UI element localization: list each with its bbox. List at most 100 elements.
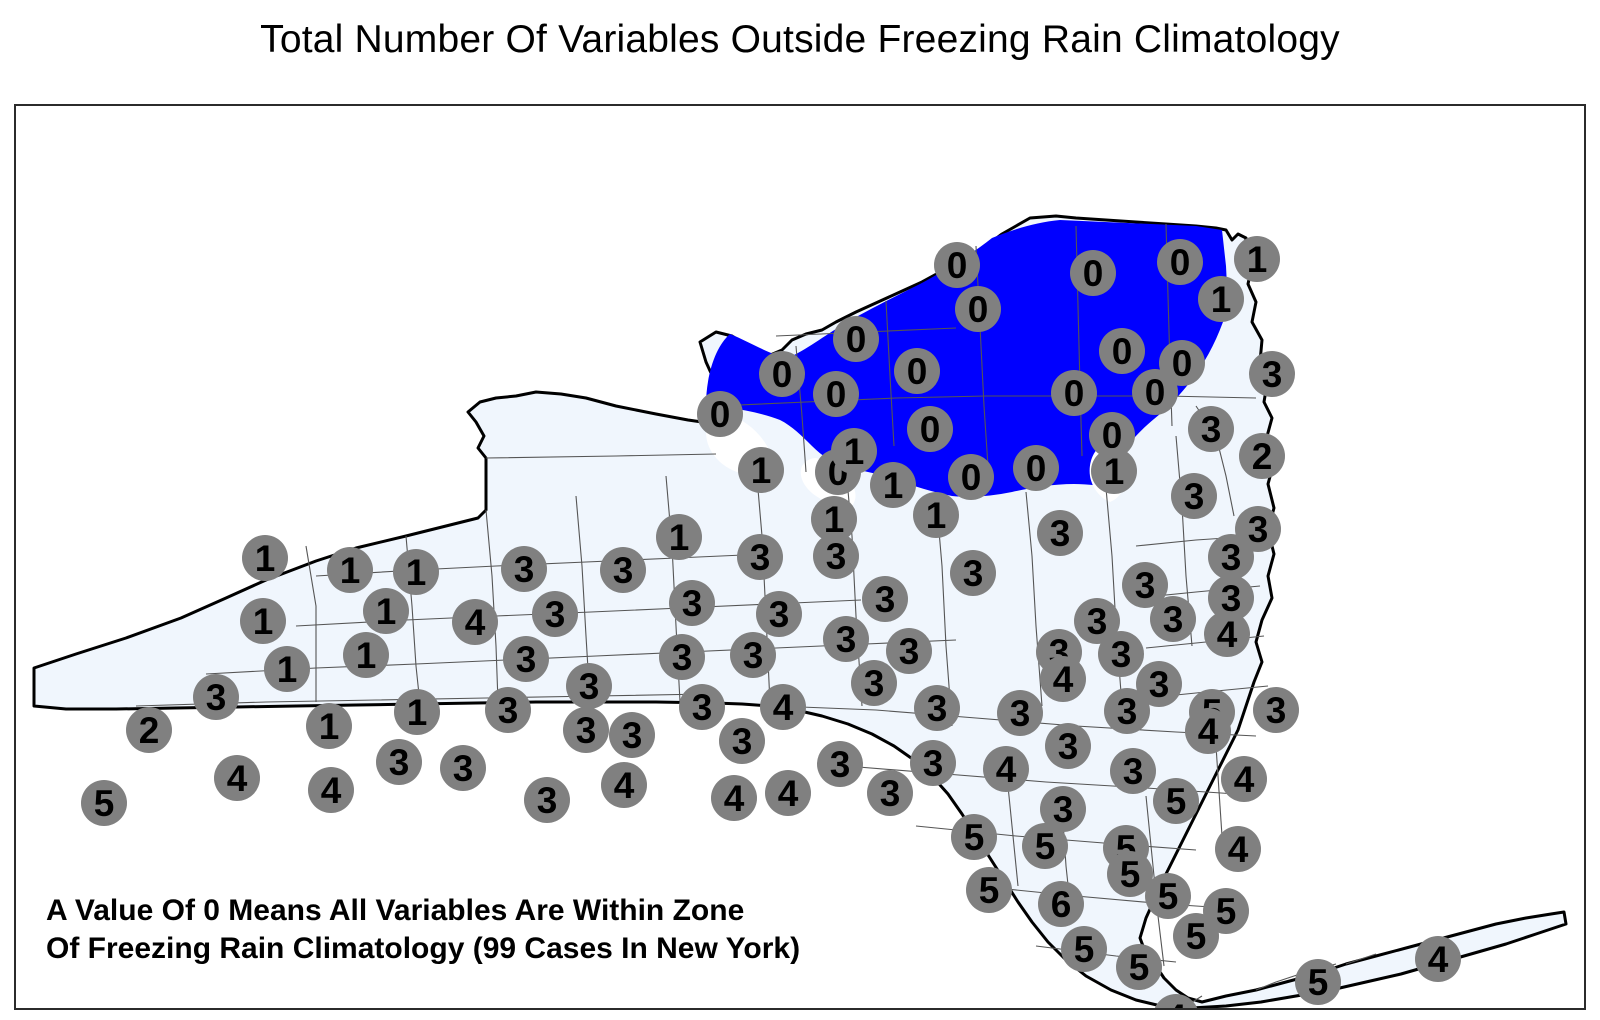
station-value-marker: 3: [719, 718, 765, 764]
station-value-marker: 1: [394, 689, 440, 735]
station-value-marker: 5: [951, 814, 997, 860]
station-value-marker: 0: [1051, 370, 1097, 416]
station-value-marker: 4: [1185, 708, 1231, 754]
station-value-marker: 3: [997, 690, 1043, 736]
station-value-marker: 4: [214, 755, 260, 801]
station-value-marker: 6: [1038, 881, 1084, 927]
station-value-marker: 0: [1099, 328, 1145, 374]
station-value-marker: 3: [485, 687, 531, 733]
station-value-marker: 3: [914, 685, 960, 731]
station-value-marker: 4: [308, 767, 354, 813]
station-value-marker: 3: [1037, 510, 1083, 556]
station-value-marker: 3: [503, 636, 549, 682]
station-value-marker: 0: [1089, 412, 1135, 458]
station-value-marker: 3: [1171, 473, 1217, 519]
station-value-marker: 3: [823, 616, 869, 662]
station-value-marker: 3: [440, 745, 486, 791]
station-value-marker: 3: [563, 707, 609, 753]
station-value-marker: 4: [983, 746, 1029, 792]
note-line-1: A Value Of 0 Means All Variables Are Wit…: [46, 894, 745, 927]
station-value-marker: 3: [867, 770, 913, 816]
station-value-marker: 3: [669, 580, 715, 626]
station-value-marker: 3: [1045, 723, 1091, 769]
station-value-marker: 5: [1203, 888, 1249, 934]
station-value-marker: 0: [813, 371, 859, 417]
station-value-marker: 3: [1253, 687, 1299, 733]
station-value-marker: 3: [1122, 562, 1168, 608]
station-value-marker: 3: [1150, 596, 1196, 642]
station-value-marker: 1: [1091, 448, 1137, 494]
station-value-marker: 1: [831, 428, 877, 474]
station-value-marker: 5: [1295, 959, 1341, 1005]
station-value-marker: 0: [833, 316, 879, 362]
station-value-marker: 3: [737, 534, 783, 580]
station-value-marker: 0: [948, 454, 994, 500]
station-value-marker: 5: [1022, 823, 1068, 869]
station-value-marker: 4: [1153, 994, 1199, 1008]
station-value-marker: 3: [600, 547, 646, 593]
station-value-marker: 4: [452, 599, 498, 645]
station-value-marker: 3: [609, 712, 655, 758]
station-value-marker: 3: [950, 550, 996, 596]
station-value-marker: 0: [1070, 250, 1116, 296]
station-value-marker: 4: [1040, 656, 1086, 702]
station-value-marker: 0: [697, 391, 743, 437]
station-value-marker: 0: [955, 286, 1001, 332]
station-value-marker: 4: [760, 684, 806, 730]
station-value-marker: 3: [862, 576, 908, 622]
station-value-marker: 3: [1208, 534, 1254, 580]
station-value-marker: 5: [1061, 926, 1107, 972]
station-value-marker: 1: [656, 514, 702, 560]
station-value-marker: 3: [1104, 688, 1150, 734]
station-value-marker: 3: [1188, 406, 1234, 452]
station-value-marker: 1: [913, 492, 959, 538]
station-value-marker: 1: [363, 588, 409, 634]
station-value-marker: 1: [240, 598, 286, 644]
station-value-marker: 3: [193, 674, 239, 720]
station-value-marker: 3: [730, 632, 776, 678]
station-value-marker: 1: [738, 447, 784, 493]
station-value-marker: 3: [756, 591, 802, 637]
station-value-marker: 3: [501, 546, 547, 592]
station-value-marker: 0: [759, 351, 805, 397]
station-value-marker: 2: [1239, 433, 1285, 479]
station-value-marker: 2: [126, 707, 172, 753]
station-value-marker: 3: [532, 591, 578, 637]
station-value-marker: 4: [765, 770, 811, 816]
station-value-marker: 4: [601, 762, 647, 808]
station-value-marker: 1: [343, 632, 389, 678]
map-panel: A Value Of 0 Means All Variables Are Wit…: [14, 104, 1586, 1010]
station-value-marker: 4: [1221, 756, 1267, 802]
station-value-marker: 1: [870, 462, 916, 508]
page-title: Total Number Of Variables Outside Freezi…: [260, 18, 1340, 61]
station-value-marker: 3: [910, 740, 956, 786]
station-value-marker: 3: [817, 741, 863, 787]
station-value-marker: 1: [306, 703, 352, 749]
station-value-marker: 1: [264, 646, 310, 692]
station-value-marker: 3: [659, 634, 705, 680]
station-value-marker: 1: [1234, 236, 1280, 282]
station-value-marker: 5: [81, 780, 127, 826]
station-value-marker: 5: [966, 867, 1012, 913]
station-value-marker: 0: [1013, 445, 1059, 491]
station-value-marker: 3: [886, 628, 932, 674]
station-value-marker: 3: [1098, 631, 1144, 677]
station-value-marker: 3: [679, 684, 725, 730]
station-value-marker: 3: [851, 660, 897, 706]
station-value-marker: 4: [1204, 611, 1250, 657]
station-value-marker: 4: [1415, 936, 1461, 982]
station-value-marker: 3: [566, 663, 612, 709]
station-value-marker: 0: [894, 348, 940, 394]
station-value-marker: 3: [813, 533, 859, 579]
station-value-marker: 5: [1153, 778, 1199, 824]
station-value-marker: 3: [376, 739, 422, 785]
station-value-marker: 1: [1198, 276, 1244, 322]
station-value-marker: 1: [811, 496, 857, 542]
station-value-marker: 3: [524, 777, 570, 823]
station-value-marker: 1: [242, 535, 288, 581]
station-value-marker: 1: [327, 547, 373, 593]
station-value-marker: 5: [1116, 944, 1162, 990]
station-value-marker: 1: [393, 549, 439, 595]
station-value-marker: 4: [711, 775, 757, 821]
